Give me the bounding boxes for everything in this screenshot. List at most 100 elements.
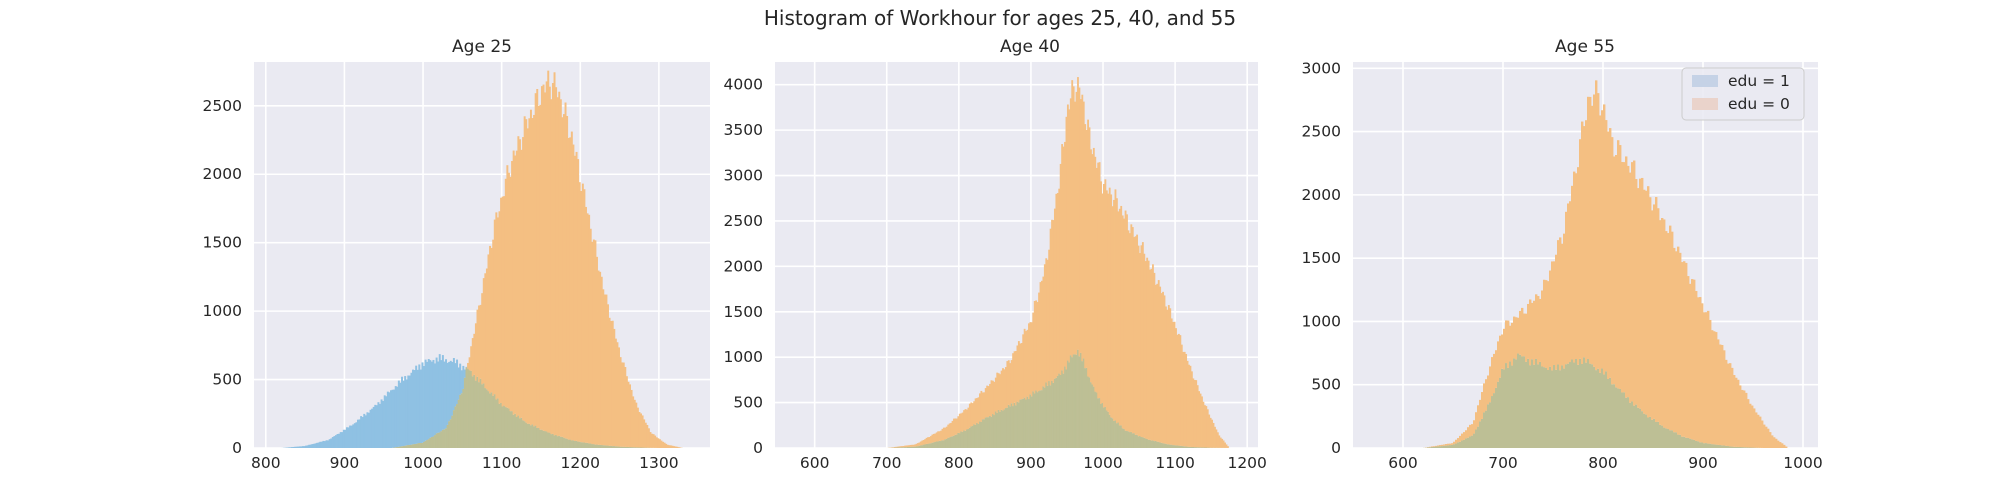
- hist-bar-edu-0: [964, 409, 967, 431]
- hist-bar-overlap: [1012, 406, 1015, 448]
- hist-bar-edu-0: [947, 424, 950, 438]
- hist-bar-edu-0: [471, 338, 474, 377]
- hist-bar-edu-0: [641, 415, 644, 448]
- hist-bar-edu-0: [1463, 432, 1466, 440]
- hist-bar-edu-0: [1475, 412, 1478, 430]
- hist-bar-edu-0: [603, 294, 606, 446]
- hist-bar-edu-0: [1509, 325, 1512, 362]
- hist-bar-overlap: [1587, 359, 1590, 448]
- hist-bar-overlap: [569, 439, 572, 448]
- hist-bar-overlap: [1182, 446, 1185, 448]
- hist-bar-edu-0: [644, 422, 647, 448]
- hist-bar-edu-1: [401, 376, 403, 447]
- hist-bar-edu-0: [1023, 328, 1026, 398]
- hist-bar-overlap: [1481, 418, 1484, 448]
- hist-bar-overlap: [481, 384, 484, 448]
- hist-bar-edu-0: [1209, 417, 1212, 448]
- hist-bar-edu-0: [1108, 187, 1111, 415]
- hist-bar-overlap: [1064, 366, 1066, 448]
- hist-bar-overlap: [915, 446, 918, 448]
- hist-bar-edu-0: [1733, 375, 1736, 447]
- hist-bar-overlap: [441, 429, 444, 448]
- hist-bar-overlap: [1629, 402, 1632, 448]
- hist-bar-overlap: [396, 447, 399, 448]
- hist-bar-overlap: [437, 432, 440, 448]
- hist-bar-overlap: [1725, 445, 1728, 448]
- hist-bar-overlap: [423, 441, 426, 448]
- hist-bar-overlap: [1445, 445, 1448, 448]
- hist-bar-overlap: [1084, 368, 1087, 448]
- hist-bar-edu-0: [1115, 198, 1118, 424]
- hist-bar-edu-1: [287, 447, 290, 448]
- y-tick-label: 1000: [1302, 312, 1341, 330]
- hist-bar-edu-0: [1743, 390, 1746, 448]
- x-tick-label: 900: [1688, 454, 1718, 472]
- hist-bar-overlap: [1006, 407, 1009, 448]
- hist-bar-edu-0: [1497, 341, 1500, 382]
- hist-bar-edu-0: [1003, 369, 1006, 410]
- hist-bar-edu-0: [1479, 399, 1482, 422]
- hist-bar-overlap: [452, 410, 455, 448]
- hist-bar-edu-0: [520, 149, 523, 418]
- y-tick-label: 2500: [203, 97, 242, 115]
- hist-bar-edu-0: [1767, 428, 1770, 448]
- hist-bar-edu-0: [1196, 385, 1199, 448]
- hist-bar-edu-0: [1006, 361, 1009, 408]
- hist-bar-edu-0: [1755, 412, 1758, 448]
- hist-bar-edu-0: [1046, 259, 1049, 386]
- hist-bar-edu-0: [973, 401, 976, 425]
- x-tick-label: 700: [1488, 454, 1518, 472]
- hist-bar-overlap: [1647, 417, 1650, 448]
- hist-bar-overlap: [473, 374, 476, 448]
- hist-bar-edu-0: [1439, 445, 1442, 447]
- hist-bar-overlap: [1110, 417, 1113, 448]
- hist-bar-edu-1: [336, 434, 339, 448]
- hist-bar-edu-0: [525, 119, 528, 423]
- x-tick-label: 900: [1016, 454, 1046, 472]
- hist-bar-overlap: [1033, 393, 1036, 448]
- hist-bar-overlap: [621, 446, 624, 448]
- hist-bar-overlap: [1493, 393, 1496, 448]
- hist-bar-edu-0: [1575, 173, 1578, 359]
- hist-bar-edu-0: [1165, 306, 1167, 444]
- hist-bar-edu-0: [1009, 363, 1012, 407]
- hist-bar-edu-1: [345, 427, 348, 448]
- hist-bar-edu-0: [1012, 353, 1015, 407]
- hist-bar-overlap: [484, 388, 487, 448]
- hist-bar-edu-1: [300, 446, 303, 448]
- hist-bar-edu-0: [934, 433, 937, 442]
- hist-bar-edu-0: [569, 137, 572, 440]
- hist-bar-edu-1: [412, 369, 414, 445]
- hist-bar-edu-0: [1104, 179, 1107, 407]
- hist-bar-edu-1: [312, 443, 315, 448]
- hist-bar-edu-1: [426, 361, 429, 441]
- x-tick-label: 1000: [1783, 454, 1822, 472]
- hist-bar-overlap: [627, 446, 630, 448]
- hist-bar-edu-0: [1065, 116, 1068, 370]
- hist-bar-overlap: [1739, 447, 1742, 448]
- hist-bar-edu-0: [594, 240, 597, 445]
- hist-bar-edu-0: [526, 128, 529, 424]
- hist-bar-overlap: [1637, 407, 1640, 448]
- hist-bar-overlap: [1153, 441, 1156, 448]
- hist-bar-edu-1: [320, 441, 323, 448]
- hist-bar-overlap: [584, 442, 587, 448]
- hist-bar-edu-0: [1017, 341, 1020, 403]
- hist-bar-overlap: [404, 445, 407, 448]
- hist-bar-edu-1: [382, 400, 385, 448]
- hist-bar-edu-0: [1717, 339, 1720, 445]
- hist-bar-edu-1: [404, 376, 407, 446]
- hist-bar-edu-0: [996, 372, 999, 413]
- hist-bar-overlap: [443, 429, 446, 448]
- hist-bar-overlap: [1519, 354, 1522, 448]
- hist-bar-overlap: [957, 432, 960, 448]
- hist-bar-overlap: [1173, 445, 1176, 448]
- hist-bar-edu-0: [662, 441, 665, 448]
- hist-bar-overlap: [438, 432, 441, 448]
- hist-bar-overlap: [1003, 409, 1006, 448]
- hist-bar-overlap: [1547, 369, 1550, 448]
- hist-bar-edu-0: [1543, 279, 1546, 368]
- hist-bar-edu-0: [1765, 426, 1768, 448]
- hist-bar-overlap: [1062, 373, 1065, 448]
- hist-bar-overlap: [1449, 445, 1452, 448]
